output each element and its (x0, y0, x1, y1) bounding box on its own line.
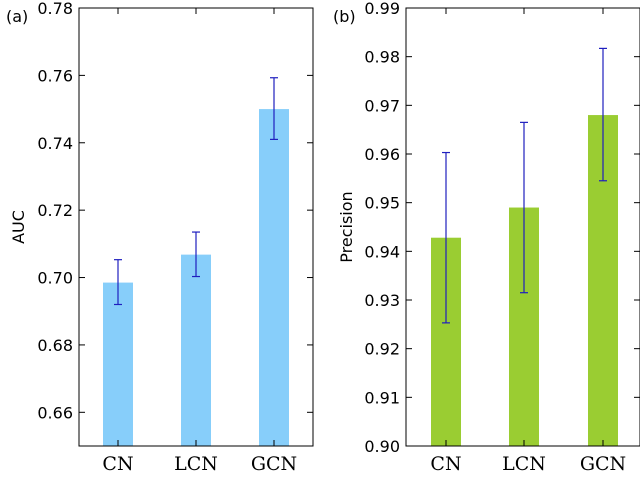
ytick-label: 0.98 (364, 48, 400, 67)
bar-cn (103, 282, 133, 446)
y-axis-label: AUC (9, 210, 28, 244)
ytick-label: 0.90 (364, 437, 400, 456)
ytick-label: 0.72 (37, 201, 73, 220)
panel-label: (a) (6, 7, 28, 26)
error-bar-lcn (192, 231, 200, 278)
ytick-label: 0.95 (364, 194, 400, 213)
ytick-label: 0.76 (37, 66, 73, 85)
ytick-label: 0.91 (364, 388, 400, 407)
error-bar-gcn (270, 77, 278, 140)
ytick-label: 0.93 (364, 291, 400, 310)
error-bar-cn (114, 259, 122, 306)
error-bar-lcn (520, 121, 528, 294)
bar-gcn (259, 109, 289, 447)
chart-panel-b: 0.90 0.91 0.92 0.93 0.94 0.95 0.96 0.97 0.98 0.99… (333, 0, 640, 475)
error-bar-gcn (599, 47, 607, 182)
error-bar-cn (442, 151, 450, 324)
ytick-label: 0.78 (37, 0, 73, 18)
ytick-label: 0.68 (37, 336, 73, 355)
ytick-label: 0.99 (364, 0, 400, 18)
chart-panel-a: 0.66 0.68 0.70 0.72 0.74 0.76 0.78 CN LCN GCN AUC (… (6, 0, 314, 475)
ytick-label: 0.74 (37, 134, 73, 153)
ytick-label: 0.92 (364, 340, 400, 359)
xtick-label-gcn: GCN (580, 453, 626, 475)
ytick-label: 0.66 (37, 403, 73, 422)
plot-frame (405, 7, 640, 447)
xtick-label-lcn: LCN (502, 453, 546, 475)
ytick-label: 0.97 (364, 96, 400, 115)
xtick-label-gcn: GCN (251, 453, 297, 475)
xtick-label-cn: CN (102, 453, 133, 475)
y-axis-label: Precision (337, 191, 356, 262)
panel-label: (b) (333, 7, 356, 26)
ytick-label: 0.94 (364, 242, 400, 261)
xtick-label-cn: CN (430, 453, 461, 475)
ytick-label: 0.70 (37, 269, 73, 288)
bar-lcn (181, 254, 211, 446)
ytick-label: 0.96 (364, 145, 400, 164)
xtick-label-lcn: LCN (174, 453, 218, 475)
